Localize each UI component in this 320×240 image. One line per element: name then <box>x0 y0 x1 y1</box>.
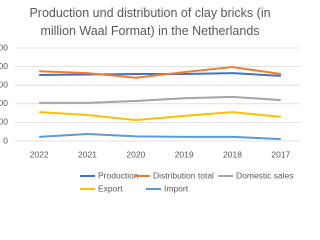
x-tick-label: 2021 <box>78 149 97 159</box>
x-tick-label: 2022 <box>30 149 49 159</box>
legend-label: Production <box>98 170 139 180</box>
y-tick-label: 0 <box>3 135 8 145</box>
legend-label: Export <box>98 183 123 193</box>
series-line <box>39 133 281 141</box>
chart: Production und distribution of clay bric… <box>0 6 300 193</box>
y-tick-label: 1000 <box>0 42 8 52</box>
series-line <box>39 66 281 79</box>
plot: 0 200 400 600 800 1000 2022 2021 2020 2019 2018 201… <box>0 42 300 193</box>
y-tick-label: 400 <box>0 98 8 108</box>
x-tick-label: 2019 <box>175 149 194 159</box>
x-tick-label: 2018 <box>223 149 242 159</box>
y-tick-label: 600 <box>0 79 8 89</box>
y-tick-label: 800 <box>0 61 8 71</box>
x-tick-label: 2020 <box>126 149 145 159</box>
series-line <box>39 95 281 104</box>
legend-label: Distribution total <box>153 170 214 180</box>
series-line <box>39 111 281 122</box>
x-tick-label: 2017 <box>271 149 290 159</box>
y-tick-label: 200 <box>0 117 8 127</box>
legend-label: Import <box>164 183 189 193</box>
chart-title: Production und distribution of clay bric… <box>29 6 271 38</box>
legend-label: Domestic sales <box>236 170 294 180</box>
